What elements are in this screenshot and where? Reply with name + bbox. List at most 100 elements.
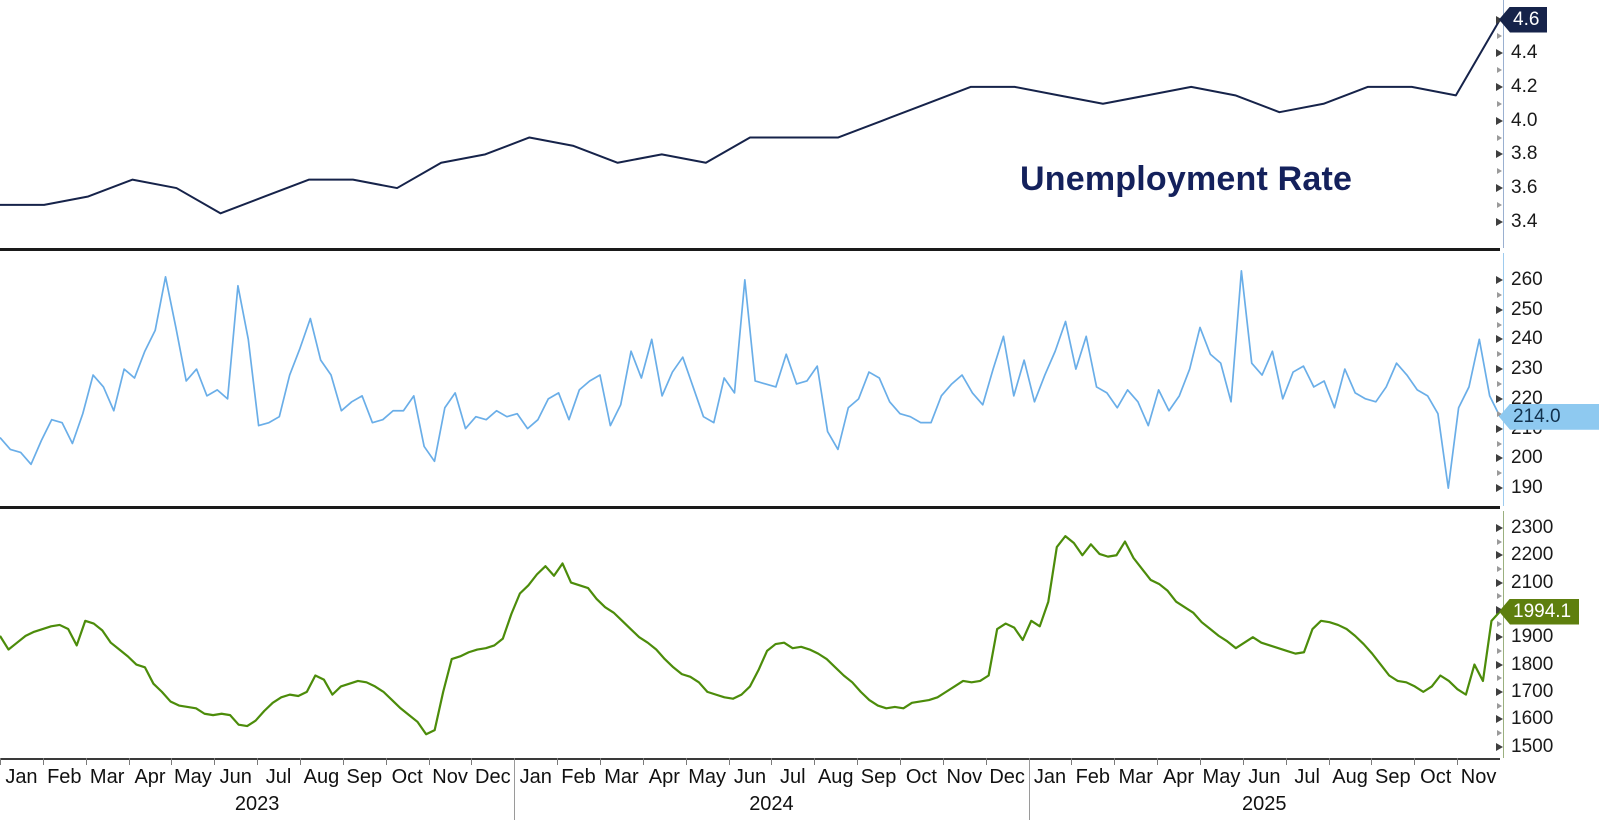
y-tick-label: 2100 bbox=[1511, 571, 1554, 593]
x-tick-label-month: Aug bbox=[1332, 766, 1368, 788]
y-axis-line bbox=[1503, 511, 1504, 758]
x-tick-label-month: Sep bbox=[346, 766, 383, 788]
x-tick-label-month: Jan bbox=[1033, 766, 1067, 788]
x-axis: Jan Feb Mar Apr May Jun Jul Aug Sep Oct Nov Dec Jan F… bbox=[0, 758, 1600, 823]
tick-arrow-icon bbox=[1497, 593, 1502, 600]
value-flag-unemployment-rate: 4.6 bbox=[1499, 6, 1548, 33]
y-axis-continuing-jobless-claims: 150016001700180019002000210022002300 bbox=[1496, 511, 1600, 758]
x-axis-year-label: 2025 bbox=[1242, 793, 1287, 815]
x-tick bbox=[1157, 758, 1159, 765]
series-line-unemployment-rate bbox=[0, 0, 1500, 248]
tick-arrow-icon bbox=[1496, 551, 1503, 560]
x-tick-label-month: Jan bbox=[5, 766, 38, 788]
y-tick-label: 4.0 bbox=[1511, 109, 1538, 131]
x-tick-label-month: Oct bbox=[1420, 766, 1452, 788]
plot-area-weekly-jobless-claims bbox=[0, 253, 1500, 506]
x-tick-label-month: Apr bbox=[134, 766, 166, 788]
y-tick-label: 240 bbox=[1511, 328, 1543, 350]
panel-divider-2 bbox=[0, 506, 1500, 509]
tick-arrow-icon bbox=[1497, 321, 1502, 328]
x-tick-label-month: Jul bbox=[1294, 766, 1320, 788]
tick-arrow-icon bbox=[1497, 351, 1502, 358]
tick-arrow-icon bbox=[1497, 565, 1502, 572]
x-tick-label-month: Aug bbox=[817, 766, 854, 788]
x-tick bbox=[1328, 758, 1330, 765]
y-tick-label: 200 bbox=[1511, 447, 1543, 469]
panel-weekly-jobless-claims: 190200210220230240250260 Weekly Jobless … bbox=[0, 253, 1600, 506]
tick-arrow-icon bbox=[1496, 523, 1503, 532]
x-tick bbox=[1200, 758, 1201, 765]
tick-arrow-icon bbox=[1496, 660, 1503, 669]
y-tick-label: 3.6 bbox=[1511, 177, 1538, 199]
tick-arrow-icon bbox=[1496, 424, 1503, 433]
x-tick-label-month: Dec bbox=[475, 766, 511, 788]
tick-arrow-icon bbox=[1497, 201, 1502, 208]
x-tick bbox=[300, 758, 301, 765]
x-tick bbox=[342, 758, 344, 765]
panel-divider-1 bbox=[0, 248, 1500, 251]
y-axis-line bbox=[1503, 253, 1504, 506]
x-tick bbox=[1285, 758, 1287, 765]
y-tick-label: 1500 bbox=[1511, 735, 1554, 757]
x-tick-label-month: Mar bbox=[604, 766, 639, 788]
y-tick-label: 1900 bbox=[1511, 626, 1554, 648]
tick-arrow-icon bbox=[1497, 67, 1502, 74]
tick-arrow-icon bbox=[1496, 49, 1503, 58]
tick-arrow-icon bbox=[1497, 620, 1502, 627]
tick-arrow-icon bbox=[1496, 275, 1503, 284]
x-tick-label-month: May bbox=[173, 766, 212, 788]
y-tick-label: 3.4 bbox=[1511, 210, 1538, 232]
x-tick bbox=[385, 758, 387, 765]
tick-arrow-icon bbox=[1497, 675, 1502, 682]
x-tick-label-month: Oct bbox=[905, 766, 937, 788]
y-tick-label: 220 bbox=[1511, 387, 1543, 409]
x-tick-label-month: Apr bbox=[648, 766, 680, 788]
x-tick-label-month: Feb bbox=[1075, 766, 1111, 788]
x-tick bbox=[471, 758, 473, 765]
x-axis-year-label: 2024 bbox=[749, 793, 794, 815]
tick-arrow-icon bbox=[1497, 729, 1502, 736]
caption-unemployment-rate: Unemployment Rate bbox=[1020, 160, 1353, 198]
tick-arrow-icon bbox=[1497, 33, 1502, 40]
x-tick bbox=[1371, 758, 1373, 765]
tick-arrow-icon bbox=[1496, 305, 1503, 314]
x-tick bbox=[900, 758, 901, 765]
x-tick-label-month: Nov bbox=[946, 766, 983, 788]
x-tick bbox=[128, 758, 130, 765]
y-axis-unemployment-rate: 3.4 3.6 3.8 4.0 4.2 4.4 4.6 bbox=[1496, 0, 1600, 248]
x-tick bbox=[85, 758, 87, 765]
tick-arrow-icon bbox=[1496, 116, 1503, 125]
tick-arrow-icon bbox=[1496, 742, 1503, 751]
x-tick-label-month: Jul bbox=[780, 766, 806, 788]
x-tick bbox=[1414, 758, 1416, 765]
y-tick-label: 1600 bbox=[1511, 708, 1554, 730]
tick-arrow-icon bbox=[1497, 470, 1502, 477]
tick-arrow-icon bbox=[1497, 538, 1502, 545]
x-axis-year-separator bbox=[1028, 760, 1030, 820]
tick-arrow-icon bbox=[1496, 633, 1503, 642]
x-tick bbox=[600, 758, 601, 765]
tick-arrow-icon bbox=[1497, 168, 1502, 175]
x-tick bbox=[257, 758, 259, 765]
tick-arrow-icon bbox=[1496, 687, 1503, 696]
y-tick-label: 4.4 bbox=[1511, 42, 1538, 64]
y-tick-label: 260 bbox=[1511, 268, 1543, 290]
x-tick-label-month: Nov bbox=[432, 766, 468, 788]
tick-arrow-icon bbox=[1496, 150, 1503, 159]
x-tick bbox=[214, 758, 216, 765]
x-tick-label-month: Nov bbox=[1460, 766, 1497, 788]
y-tick-label: 190 bbox=[1511, 477, 1543, 499]
x-tick-label-month: Dec bbox=[989, 766, 1025, 788]
x-tick bbox=[1071, 758, 1073, 765]
tick-arrow-icon bbox=[1496, 578, 1503, 587]
y-tick-label: 1800 bbox=[1511, 653, 1554, 675]
tick-arrow-icon bbox=[1497, 440, 1502, 447]
x-tick-label-month: Jul bbox=[265, 766, 292, 788]
y-tick-label: 2300 bbox=[1511, 516, 1554, 538]
x-tick-label-month: May bbox=[688, 766, 727, 788]
x-tick bbox=[685, 758, 687, 765]
x-tick-label-month: Feb bbox=[561, 766, 596, 788]
x-tick bbox=[1114, 758, 1116, 765]
tick-arrow-icon bbox=[1496, 715, 1503, 724]
tick-arrow-icon bbox=[1496, 484, 1503, 493]
